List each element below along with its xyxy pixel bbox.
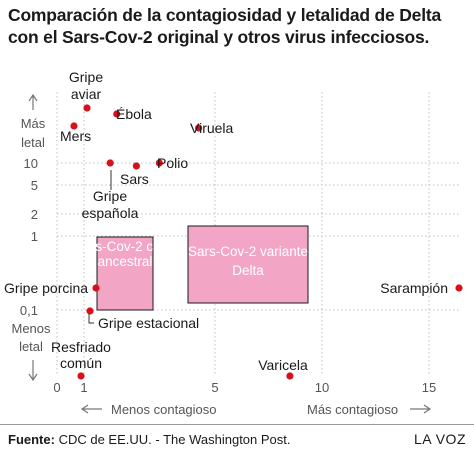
left-arrow-icon (80, 404, 102, 414)
x-tick-label: 0 (53, 380, 60, 395)
point-label: Sarampión (380, 280, 448, 296)
point-label: Resfriado común (51, 339, 111, 371)
range-label-line: Delta (232, 263, 264, 278)
point-label: Gripe aviar (69, 69, 103, 102)
up-arrow-icon (28, 93, 38, 110)
point-label: Varicela (258, 357, 308, 373)
point-label: Viruela (190, 120, 234, 136)
x-tick-label: 1 (80, 380, 87, 395)
point-label: Ébola (116, 106, 152, 122)
y-axis-label-bottom-line: Menos (11, 321, 51, 336)
range-label-line: Sars-Cov-2 variante (188, 244, 308, 259)
x-axis-label-right: Más contagioso (307, 402, 398, 417)
data-point (155, 159, 163, 167)
y-tick-label: 0,1 (20, 303, 38, 318)
y-tick-label: 5 (31, 178, 38, 193)
point-label: Gripe española (82, 188, 139, 221)
source-note: Fuente: CDC de EE.UU. - The Washington P… (8, 432, 291, 447)
source-label: Fuente: (8, 432, 55, 447)
point-label: Mers (60, 128, 91, 144)
data-point (86, 307, 94, 315)
range-box (187, 225, 309, 304)
y-axis-label-top-line: letal (21, 135, 45, 150)
range-label: Sars-Cov-2 variante Delta (188, 244, 308, 278)
y-axis-label-bottom-line: letal (19, 339, 43, 354)
data-point (455, 284, 463, 292)
data-point (70, 122, 78, 130)
y-axis-label-top-line: Más (21, 116, 46, 131)
data-point (113, 110, 121, 118)
data-point (106, 159, 114, 167)
range-label: Sars-Cov-2 cepa ancestral (74, 239, 176, 269)
range-label-line: ancestral (98, 254, 153, 269)
data-point (286, 372, 294, 380)
x-tick-label: 10 (315, 380, 329, 395)
source-text: CDC de EE.UU. - The Washington Post. (58, 432, 291, 447)
leader-line (88, 314, 94, 324)
point-label: Sars (120, 171, 149, 187)
brand-logo-text: LA VOZ (413, 431, 466, 447)
range-label-line: Sars-Cov-2 cepa (74, 239, 176, 254)
x-tick-label: 15 (422, 380, 436, 395)
data-point (92, 284, 100, 292)
range-box (96, 236, 154, 311)
point-label: Polio (157, 155, 188, 171)
y-tick-label: 1 (31, 229, 38, 244)
data-point (77, 372, 85, 380)
point-label-line: Resfriado (51, 339, 111, 355)
y-tick-label: 2 (31, 207, 38, 222)
y-axis-label-bottom: Menos letal (11, 321, 51, 354)
down-arrow-icon (28, 360, 38, 382)
x-tick-label: 5 (211, 380, 218, 395)
point-label-line: común (60, 355, 102, 371)
chart-title: Comparación de la contagiosidad y letali… (8, 5, 442, 47)
point-label-line: española (82, 205, 139, 221)
point-label-line: aviar (71, 86, 102, 102)
y-tick-label: 10 (24, 156, 38, 171)
point-label-line: Gripe (69, 69, 103, 85)
data-point (83, 104, 91, 112)
data-point (132, 162, 140, 170)
right-arrow-icon (410, 404, 432, 414)
data-point (195, 124, 203, 132)
point-label: Gripe porcina (4, 280, 88, 296)
footer-divider (0, 424, 474, 425)
y-axis-label-top: Más letal (21, 116, 46, 150)
point-label-line: Gripe (93, 188, 127, 204)
x-axis-label-left: Menos contagioso (111, 402, 217, 417)
point-label: Gripe estacional (98, 315, 199, 331)
